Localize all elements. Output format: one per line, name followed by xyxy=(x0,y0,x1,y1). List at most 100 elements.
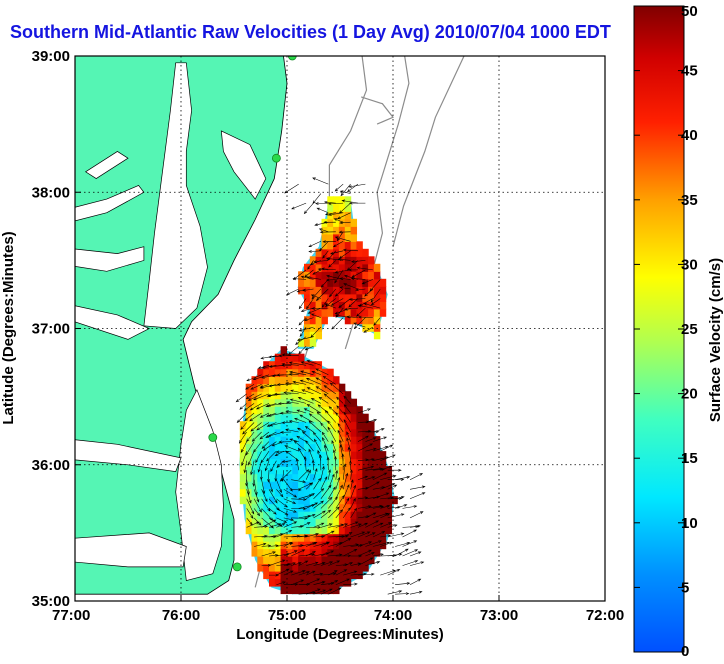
speed-cell xyxy=(344,533,352,542)
velocity-arrow xyxy=(276,383,292,386)
velocity-arrow xyxy=(358,298,374,307)
velocity-arrow xyxy=(402,540,418,547)
speed-cell xyxy=(280,466,288,475)
speed-cell xyxy=(269,541,276,550)
speed-cell xyxy=(286,458,293,467)
speed-cell xyxy=(309,301,317,310)
velocity-arrow xyxy=(276,373,292,377)
speed-cell xyxy=(344,556,352,565)
velocity-arrow xyxy=(346,437,351,452)
speed-cell xyxy=(280,368,288,377)
speed-cell xyxy=(257,451,264,460)
water-body-6 xyxy=(75,532,187,568)
velocity-arrow xyxy=(303,317,314,321)
speed-cell xyxy=(362,293,369,302)
speed-cell xyxy=(344,578,352,587)
speed-cell xyxy=(373,308,381,317)
speed-cell xyxy=(309,518,317,527)
isobath-2 xyxy=(392,56,465,247)
speed-cell xyxy=(321,526,328,535)
speed-cell xyxy=(321,496,328,505)
speed-cell xyxy=(309,466,317,475)
velocity-arrow xyxy=(304,345,314,351)
velocity-arrow xyxy=(305,482,314,490)
speed-cell xyxy=(274,383,282,392)
speed-cell xyxy=(245,466,253,475)
speed-cell xyxy=(269,458,276,467)
velocity-arrow xyxy=(349,469,353,480)
speed-cell xyxy=(274,511,282,520)
velocity-arrow xyxy=(328,506,340,519)
velocity-arrow xyxy=(298,469,310,480)
speed-cell xyxy=(263,413,270,422)
speed-cell xyxy=(344,503,352,512)
speed-cell xyxy=(350,488,358,497)
speed-cell xyxy=(373,443,381,452)
speed-cell xyxy=(269,413,276,422)
velocity-arrow xyxy=(327,420,337,433)
velocity-arrow xyxy=(330,250,344,255)
velocity-arrow xyxy=(343,521,359,528)
speed-cell xyxy=(251,473,258,482)
velocity-arrow xyxy=(276,479,282,494)
velocity-arrow xyxy=(313,589,327,595)
velocity-arrow xyxy=(350,562,362,566)
velocity-arrow xyxy=(320,523,333,528)
speed-cell xyxy=(304,323,311,332)
speed-cell xyxy=(286,586,293,595)
speed-cell xyxy=(350,473,358,482)
speed-cell xyxy=(269,383,276,392)
velocity-arrow xyxy=(342,497,350,509)
velocity-arrow xyxy=(308,250,321,253)
speed-cell xyxy=(327,271,334,280)
velocity-arrow xyxy=(350,260,366,263)
speed-cell xyxy=(321,421,328,430)
speed-cell xyxy=(327,443,334,452)
speed-cell xyxy=(362,443,369,452)
velocity-arrow xyxy=(311,307,329,310)
speed-cell xyxy=(245,391,253,400)
velocity-arrow xyxy=(239,403,247,410)
chart-title: Southern Mid-Atlantic Raw Velocities (1 … xyxy=(10,22,611,42)
velocity-arrow xyxy=(246,374,262,382)
velocity-arrow xyxy=(306,276,321,280)
velocity-arrow xyxy=(299,414,314,423)
speed-cell xyxy=(373,481,381,490)
speed-cell xyxy=(344,226,352,235)
speed-cell xyxy=(333,466,340,475)
velocity-arrow xyxy=(253,479,258,496)
velocity-arrow xyxy=(310,397,322,404)
speed-cell xyxy=(356,541,363,550)
velocity-arrow xyxy=(250,460,255,476)
speed-cell xyxy=(344,301,352,310)
speed-cell xyxy=(362,286,369,295)
speed-cell xyxy=(280,376,288,385)
velocity-arrow xyxy=(338,298,351,309)
colorbar-tick-label: 10 xyxy=(681,515,698,532)
speed-cell xyxy=(251,518,258,527)
speed-cell xyxy=(269,398,276,407)
speed-cell xyxy=(315,331,323,340)
speed-cell xyxy=(292,488,299,497)
speed-cell xyxy=(321,278,328,287)
x-tick-label: 72:00 xyxy=(586,607,624,624)
speed-cell xyxy=(368,308,375,317)
speed-cell xyxy=(298,541,305,550)
velocity-arrow xyxy=(319,230,336,234)
velocity-arrow xyxy=(301,389,314,395)
y-tick-label: 36:00 xyxy=(32,457,70,474)
speed-cell xyxy=(274,443,282,452)
velocity-arrow xyxy=(343,283,359,290)
velocity-arrow xyxy=(294,417,307,423)
speed-cell xyxy=(292,578,299,587)
velocity-arrow xyxy=(328,406,336,414)
speed-cell xyxy=(350,226,358,235)
velocity-arrow xyxy=(335,538,352,547)
x-tick-label: 74:00 xyxy=(374,607,412,624)
grid-layer xyxy=(75,56,605,601)
y-tick-label: 37:00 xyxy=(32,321,70,338)
speed-cell xyxy=(333,518,340,527)
speed-cell xyxy=(304,458,311,467)
radar-station-3 xyxy=(232,562,242,572)
velocity-arrow xyxy=(304,269,314,278)
